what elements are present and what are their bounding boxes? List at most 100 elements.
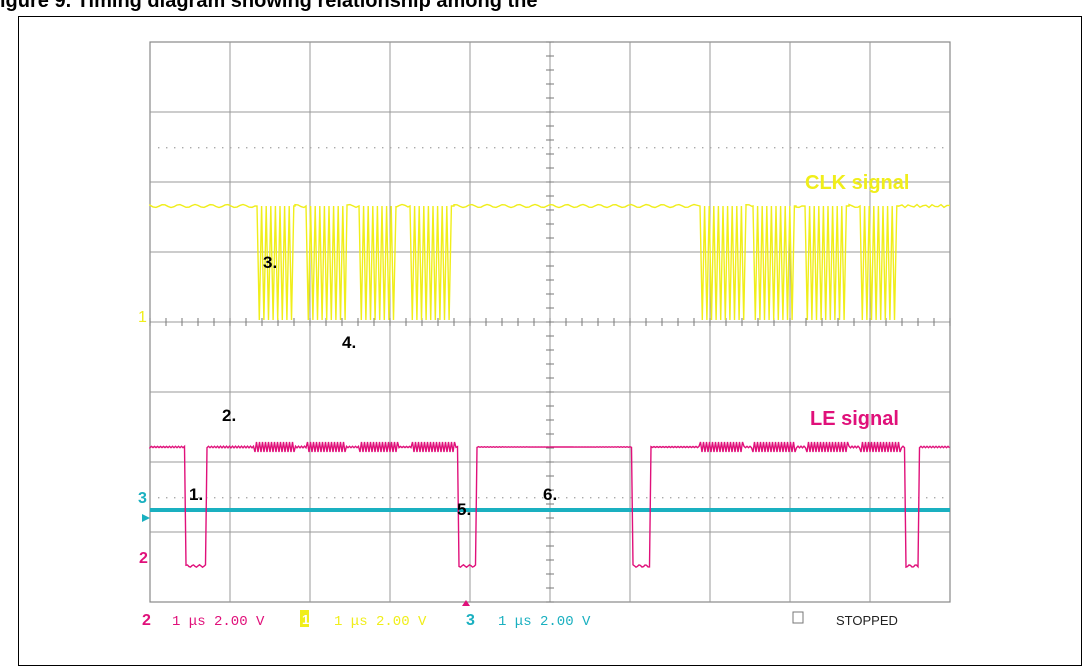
grid-dot (798, 497, 800, 499)
grid-dot (510, 497, 512, 499)
grid-dot (294, 497, 296, 499)
stopped-checkbox (792, 611, 804, 624)
grid-dot (742, 497, 744, 499)
grid-dot (894, 497, 896, 499)
status-ch3-number: 3 (466, 612, 475, 629)
grid-dot (726, 497, 728, 499)
channel-1-marker: 1 (138, 309, 147, 326)
annotation-1: 1. (189, 485, 203, 504)
grid-dot (358, 497, 360, 499)
grid-dot (246, 497, 248, 499)
grid-dot (766, 147, 768, 149)
grid-dot (934, 147, 936, 149)
grid-dot (198, 497, 200, 499)
grid-dot (230, 147, 232, 149)
grid-dot (518, 147, 520, 149)
grid-dot (342, 147, 344, 149)
grid-dot (838, 497, 840, 499)
status-ch1-text: 1 μs 2.00 V (334, 614, 427, 630)
grid-dot (398, 497, 400, 499)
grid-dot (702, 147, 704, 149)
grid-dot (686, 147, 688, 149)
grid-dot (238, 497, 240, 499)
grid-dot (310, 147, 312, 149)
ch3-ground-marker (142, 514, 150, 522)
grid-dot (686, 497, 688, 499)
grid-dot (494, 147, 496, 149)
grid-dot (366, 147, 368, 149)
grid-dot (422, 147, 424, 149)
grid-dot (614, 147, 616, 149)
grid-dot (806, 147, 808, 149)
grid-dot (214, 497, 216, 499)
grid-dot (510, 147, 512, 149)
grid-dot (502, 147, 504, 149)
grid-dot (358, 147, 360, 149)
grid-dot (534, 497, 536, 499)
grid-dot (550, 497, 552, 499)
grid-dot (374, 497, 376, 499)
annotation-2: 2. (222, 406, 236, 425)
grid-dot (534, 147, 536, 149)
grid-dot (566, 497, 568, 499)
grid-dot (726, 147, 728, 149)
grid-dot (486, 147, 488, 149)
grid-dot (854, 147, 856, 149)
grid-dot (670, 147, 672, 149)
grid-dot (622, 147, 624, 149)
grid-dot (262, 497, 264, 499)
grid-dot (886, 147, 888, 149)
grid-dot (878, 147, 880, 149)
grid-dot (526, 147, 528, 149)
grid-dot (718, 147, 720, 149)
grid-dot (286, 147, 288, 149)
grid-dot (158, 147, 160, 149)
grid-dot (782, 497, 784, 499)
grid-dot (806, 497, 808, 499)
grid-dot (550, 147, 552, 149)
grid-dot (854, 497, 856, 499)
grid-dot (646, 497, 648, 499)
annotation-3: 3. (263, 253, 277, 272)
grid-dot (246, 147, 248, 149)
grid-dot (662, 147, 664, 149)
le-signal-label: LE signal (810, 408, 899, 430)
grid-dot (910, 497, 912, 499)
figure-frame (18, 16, 1082, 666)
signal-traces (149, 203, 951, 569)
grid-dot (398, 147, 400, 149)
grid-dot (422, 497, 424, 499)
grid-dot (350, 497, 352, 499)
grid-dot (638, 147, 640, 149)
grid-dot (654, 497, 656, 499)
grid-dot (614, 497, 616, 499)
grid-dot (334, 497, 336, 499)
grid-dot (814, 497, 816, 499)
grid-dot (670, 497, 672, 499)
grid-dot (862, 497, 864, 499)
grid-dot (694, 497, 696, 499)
grid-dot (302, 497, 304, 499)
grid-dot (934, 497, 936, 499)
grid-dot (430, 147, 432, 149)
grid-dot (758, 497, 760, 499)
grid-dot (606, 147, 608, 149)
status-stopped: STOPPED (836, 613, 898, 628)
grid-dot (598, 497, 600, 499)
grid-dot (734, 147, 736, 149)
grid-dot (446, 497, 448, 499)
grid-dot (774, 497, 776, 499)
grid-dot (942, 497, 944, 499)
grid-dot (846, 147, 848, 149)
clk-trace (149, 203, 951, 321)
annotation-5: 5. (457, 500, 471, 519)
grid-dot (646, 147, 648, 149)
grid-dot (734, 497, 736, 499)
grid-dot (574, 497, 576, 499)
grid-dot (214, 147, 216, 149)
grid-dot (502, 497, 504, 499)
grid-dot (318, 497, 320, 499)
grid-dot (654, 147, 656, 149)
grid-dot (830, 497, 832, 499)
